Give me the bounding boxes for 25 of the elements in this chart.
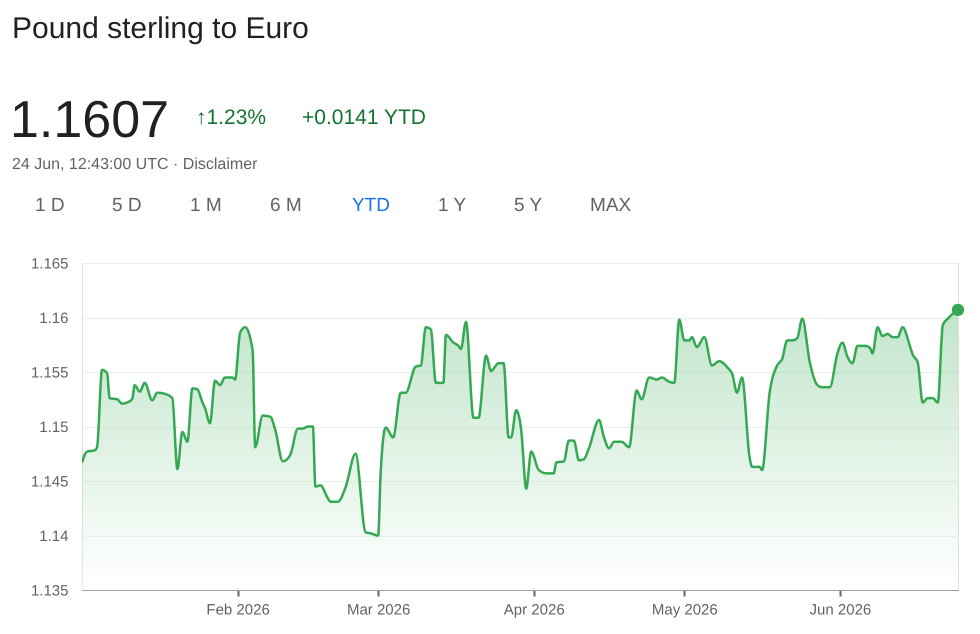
y-tick-label: 1.14 (39, 528, 68, 545)
y-tick-label: 1.135 (30, 582, 68, 600)
y-tick-label: 1.15 (39, 419, 68, 436)
y-tick-label: 1.16 (39, 310, 68, 327)
y-tick-label: 1.165 (30, 256, 68, 272)
text: 1 Y (438, 195, 466, 216)
text: +0.0141 YTD (302, 106, 426, 129)
text: 5 D (112, 195, 142, 216)
x-tick-label: Apr 2026 (504, 602, 565, 618)
text: 6 M (270, 195, 302, 216)
text: 1.1607 (10, 91, 170, 149)
x-tick-label: Feb 2026 (206, 602, 270, 618)
x-tick-label: May 2026 (652, 602, 718, 618)
x-tick-label: Mar 2026 (346, 602, 410, 618)
text: MAX (590, 195, 632, 216)
text: 24 Jun, 12:43:00 UTC · Disclaimer (12, 156, 258, 173)
y-tick-label: 1.155 (30, 364, 68, 382)
text: ↑1.23% (196, 106, 266, 129)
y-tick-label: 1.145 (30, 474, 68, 490)
text: 1 D (35, 195, 65, 216)
text: 1 M (190, 195, 222, 216)
chart-title: Pound sterling to Euro (12, 12, 309, 45)
x-tick-label: Jun 2026 (810, 602, 872, 618)
text: 5 Y (514, 195, 542, 216)
text: YTD (352, 195, 390, 216)
